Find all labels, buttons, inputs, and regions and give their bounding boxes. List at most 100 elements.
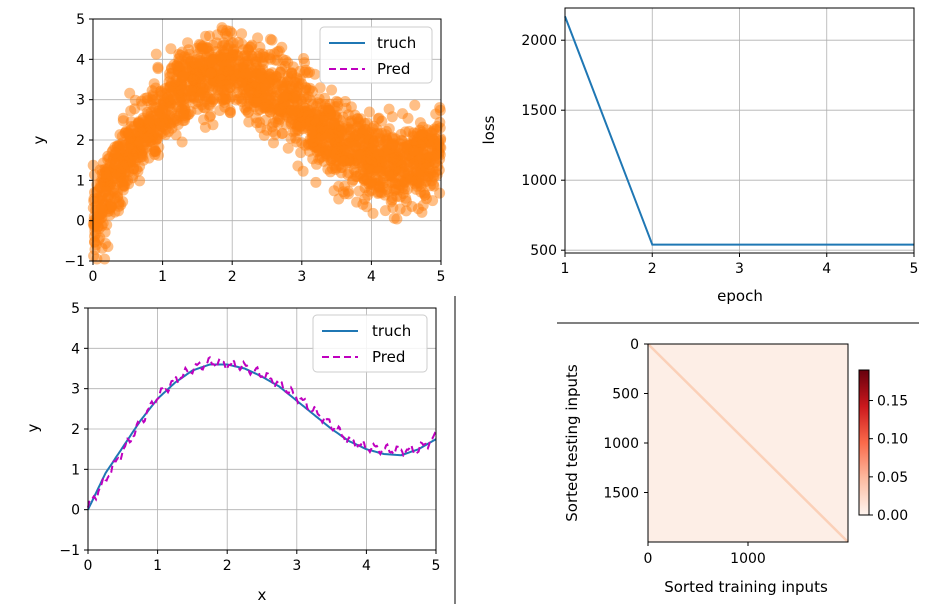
- fit-xtick-label: 1: [153, 558, 162, 574]
- scatter-point: [428, 171, 440, 183]
- scatter-point: [143, 131, 155, 143]
- fit-ylabel: y: [24, 423, 42, 432]
- scatter-point: [165, 43, 177, 55]
- scatter-point: [135, 95, 147, 107]
- scatter-point: [286, 68, 298, 80]
- scatter-point: [272, 104, 284, 116]
- scatter-point: [176, 84, 188, 96]
- scatter-point: [319, 92, 331, 104]
- loss-ylabel: loss: [480, 115, 498, 144]
- fit-xtick-label: 4: [362, 558, 371, 574]
- fit-ytick-label: 4: [71, 341, 80, 357]
- scatter-point: [313, 145, 325, 157]
- scatter-point: [357, 198, 369, 210]
- scatter-point: [148, 78, 160, 90]
- scatter-legend-pred-label: Pred: [377, 60, 410, 78]
- scatter-point: [350, 129, 362, 141]
- scatter-point: [214, 105, 226, 116]
- loss-xtick-label: 3: [735, 261, 744, 277]
- scatter-point: [294, 73, 306, 85]
- scatter-point: [419, 189, 431, 201]
- fit-xtick-label: 5: [432, 558, 441, 574]
- colorbar-tick-label: 0.00: [877, 508, 908, 524]
- loss-xtick-label: 5: [910, 261, 919, 277]
- scatter-point: [388, 152, 400, 164]
- fit-xtick-label: 0: [84, 558, 93, 574]
- scatter-point: [150, 48, 162, 60]
- scatter-point: [88, 250, 100, 262]
- loss-ytick-label: 500: [530, 243, 557, 259]
- loss-ytick-label: 1500: [521, 103, 557, 119]
- scatter-point: [245, 94, 257, 106]
- loss-gridlines: [564, 8, 915, 253]
- scatter-point: [373, 112, 385, 124]
- scatter-legend: truch Pred: [319, 26, 433, 84]
- fit-xtick-label: 3: [292, 558, 301, 574]
- scatter-point: [255, 122, 267, 134]
- heatmap-ytick-label: 1500: [603, 486, 639, 502]
- scatter-legend-truch-label: truch: [377, 34, 416, 52]
- loss-xtick-label: 1: [561, 261, 570, 277]
- scatter-point: [128, 153, 140, 164]
- scatter-point: [349, 109, 361, 121]
- scatter-point: [298, 53, 310, 64]
- scatter-point: [276, 41, 288, 53]
- fit-ytick-label: −1: [59, 543, 80, 559]
- scatter-point: [189, 57, 201, 69]
- loss-line: [564, 16, 914, 246]
- scatter-point: [278, 91, 290, 103]
- scatter-points: [87, 22, 447, 265]
- scatter-point: [431, 120, 443, 132]
- scatter-xtick-label: 5: [437, 269, 446, 285]
- scatter-point: [227, 66, 239, 78]
- scatter-point: [100, 238, 111, 249]
- scatter-point: [340, 145, 352, 156]
- scatter-point: [311, 158, 322, 170]
- colorbar-ticks: 0.00 0.05 0.10 0.15: [869, 394, 908, 524]
- scatter-point: [215, 74, 227, 86]
- scatter-point: [119, 155, 131, 167]
- loss-xtick-label: 2: [648, 261, 657, 277]
- scatter-point: [176, 136, 188, 148]
- scatter-point: [408, 158, 419, 170]
- fit-legend-box: [312, 314, 428, 373]
- scatter-point: [191, 42, 203, 54]
- scatter-point: [361, 150, 373, 162]
- scatter-point: [224, 104, 236, 116]
- scatter-point: [386, 111, 398, 123]
- scatter-point: [236, 28, 248, 40]
- scatter-point: [285, 116, 297, 128]
- scatter-ylabel: y: [30, 135, 48, 144]
- scatter-point: [97, 217, 109, 229]
- scatter-point: [387, 139, 399, 151]
- heatmap-ticks: 0 1000 0 500 1000 1500: [603, 337, 765, 567]
- scatter-ytick-label: 0: [76, 214, 85, 230]
- scatter-point: [403, 125, 415, 137]
- scatter-point: [409, 99, 421, 111]
- heatmap-ylabel: Sorted testing inputs: [563, 364, 581, 522]
- scatter-xtick-label: 3: [297, 269, 306, 285]
- scatter-point: [268, 91, 280, 103]
- scatter-point: [99, 253, 111, 265]
- scatter-point: [280, 55, 292, 66]
- scatter-point: [245, 41, 257, 53]
- loss-chart: 1 2 3 4 5 500 1000 1500 2000 epoch loss: [480, 7, 919, 305]
- scatter-point: [332, 100, 344, 112]
- scatter-xtick-label: 2: [228, 269, 237, 285]
- scatter-point: [104, 209, 116, 221]
- scatter-point: [416, 133, 428, 145]
- fit-ytick-label: 3: [71, 382, 80, 398]
- scatter-ytick-label: 4: [76, 52, 85, 68]
- scatter-point: [289, 105, 301, 117]
- scatter-point: [265, 33, 276, 45]
- heatmap-xlabel: Sorted training inputs: [664, 578, 828, 596]
- scatter-point: [125, 105, 137, 117]
- scatter-point: [363, 106, 375, 118]
- fit-legend-truch-label: truch: [372, 322, 411, 340]
- scatter-point: [285, 132, 297, 144]
- loss-xtick-label: 4: [822, 261, 831, 277]
- scatter-point: [101, 170, 112, 182]
- scatter-point: [124, 87, 136, 99]
